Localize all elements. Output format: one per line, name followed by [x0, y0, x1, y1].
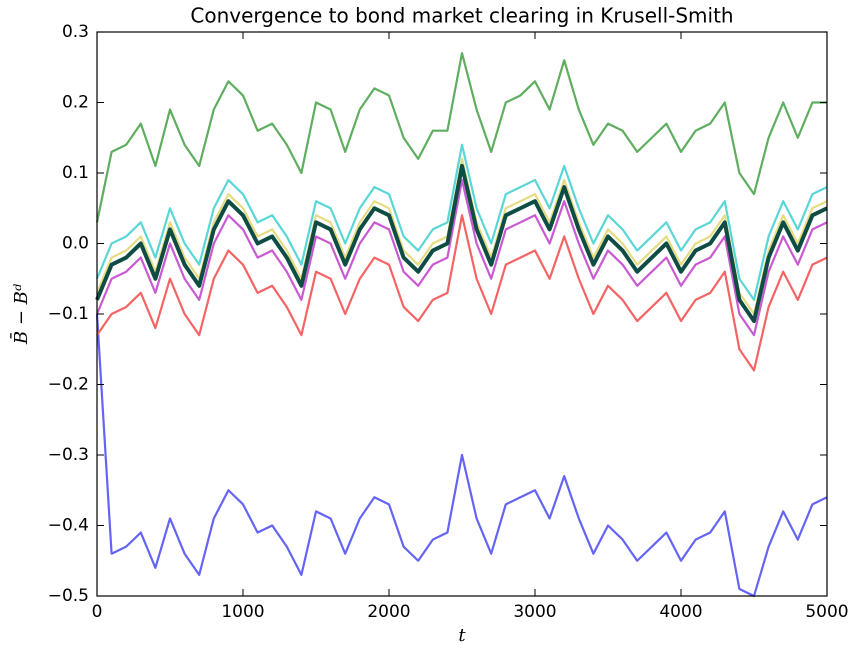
chart-title: Convergence to bond market clearing in K…: [190, 4, 733, 28]
y-tick-label: 0.1: [62, 163, 89, 183]
y-tick-label: −0.4: [48, 516, 89, 536]
y-tick-label: 0.0: [62, 234, 89, 254]
y-tick-label: −0.2: [48, 375, 89, 395]
y-tick-label: −0.5: [48, 586, 89, 606]
y-tick-label: −0.1: [48, 304, 89, 324]
series-line: [95, 178, 828, 337]
series-line: [95, 143, 828, 301]
x-axis-label: t: [458, 625, 466, 646]
y-tick-label: 0.2: [62, 93, 89, 113]
series-line: [95, 313, 828, 598]
series-line: [95, 163, 828, 324]
y-tick-label: −0.3: [48, 445, 89, 465]
x-tick-label: 5000: [805, 602, 848, 622]
y-tick-label: 0.3: [62, 22, 89, 42]
series-line: [95, 52, 827, 223]
series-line: [96, 214, 828, 372]
series-line: [95, 157, 828, 316]
y-axis-label: B̄ − Bᵈ: [9, 283, 32, 345]
x-tick-label: 2000: [367, 602, 410, 622]
x-tick-label: 4000: [659, 602, 702, 622]
x-tick-label: 0: [92, 602, 103, 622]
x-tick-label: 1000: [221, 602, 264, 622]
plot-frame: [96, 31, 828, 597]
x-tick-label: 3000: [513, 602, 556, 622]
